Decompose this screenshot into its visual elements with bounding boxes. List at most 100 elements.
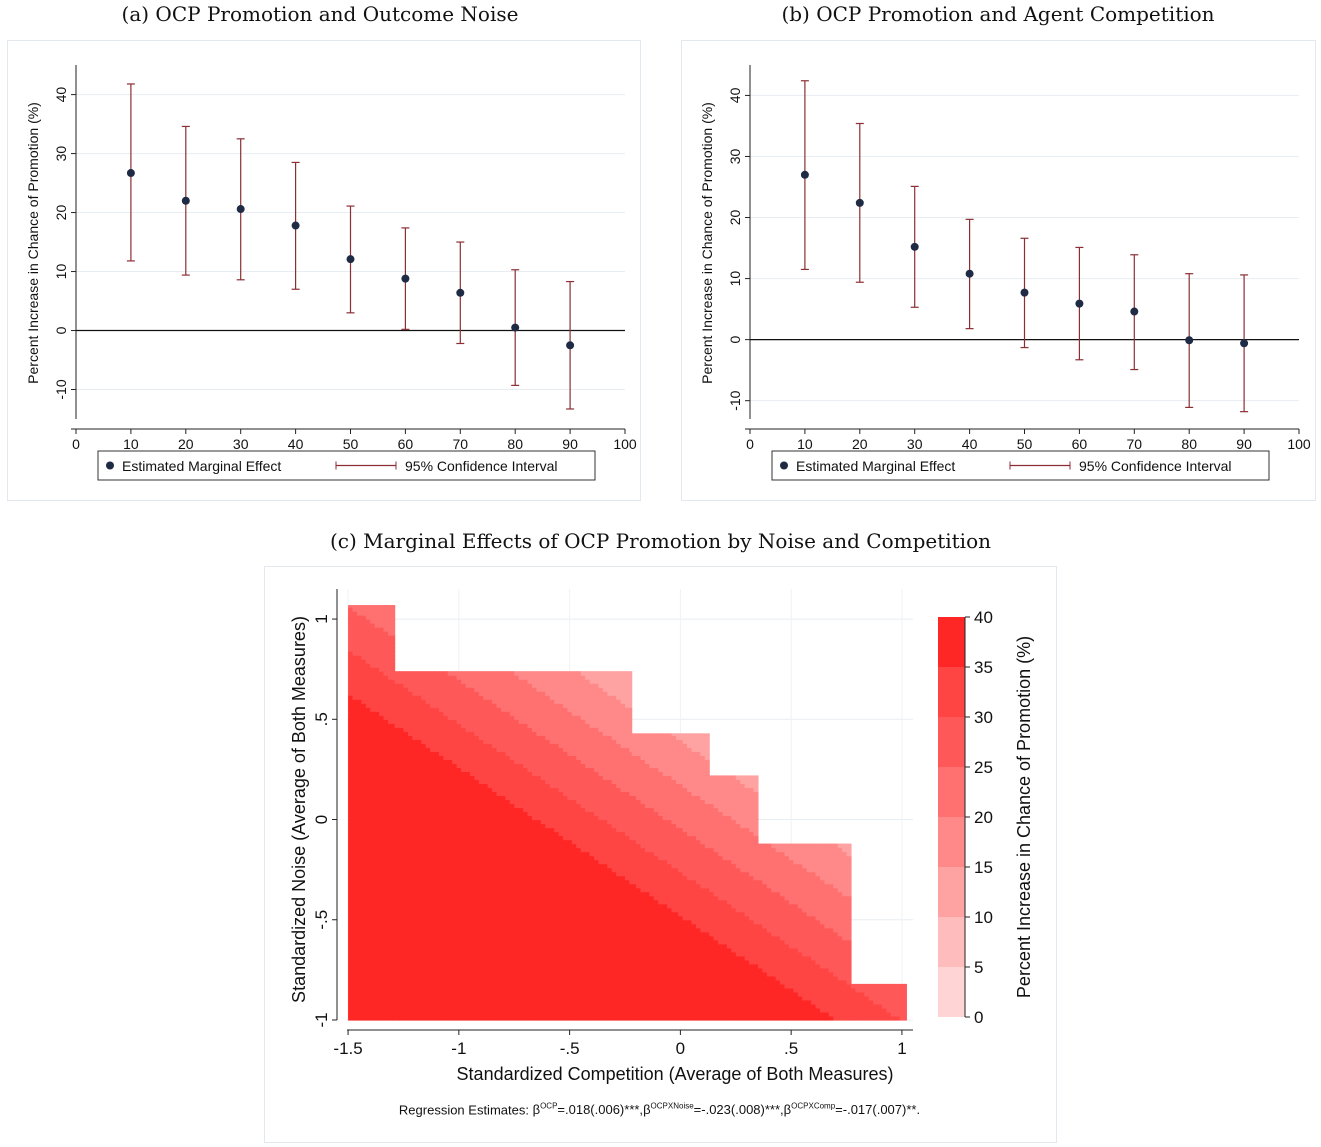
heatmap-cell (563, 695, 568, 700)
heatmap-cell (510, 880, 515, 885)
heatmap-cell (370, 892, 375, 897)
heatmap-cell (434, 896, 439, 901)
heatmap-cell (417, 787, 422, 792)
heatmap-cell (439, 980, 444, 985)
heatmap-cell (576, 912, 581, 917)
heatmap-cell (348, 836, 353, 841)
heatmap-cell (417, 727, 422, 732)
heatmap-cell (412, 988, 417, 993)
heatmap-cell (550, 844, 555, 849)
heatmap-cell (426, 880, 431, 885)
heatmap-cell (528, 799, 533, 804)
heatmap-cell (505, 787, 510, 792)
heatmap-cell (514, 751, 519, 756)
heatmap-cell (492, 992, 497, 997)
heatmap-cell (421, 1016, 426, 1021)
heatmap-cell (348, 880, 353, 885)
heatmap-cell (388, 651, 393, 656)
heatmap-cell (457, 996, 462, 1001)
heatmap-cell (541, 832, 546, 837)
heatmap-cell (370, 747, 375, 752)
heatmap-cell (388, 948, 393, 953)
heatmap-cell (361, 623, 366, 628)
heatmap-cell (375, 771, 380, 776)
heatmap-cell (554, 1008, 559, 1013)
heatmap-cell (421, 880, 426, 885)
heatmap-cell (384, 892, 389, 897)
heatmap-cell (408, 892, 413, 897)
heatmap-cell (550, 988, 555, 993)
heatmap-cell (443, 944, 448, 949)
heatmap-cell (545, 1000, 550, 1005)
heatmap-cell (550, 1004, 555, 1009)
heatmap-cell (523, 1012, 528, 1017)
heatmap-cell (379, 687, 384, 692)
heatmap-cell (399, 976, 404, 981)
heatmap-cell (366, 856, 371, 861)
heatmap-cell (492, 900, 497, 905)
heatmap-cell (465, 868, 470, 873)
heatmap-cell (554, 916, 559, 921)
heatmap-cell (550, 807, 555, 812)
heatmap-cell (361, 904, 366, 909)
heatmap-cell (452, 848, 457, 853)
heatmap-cell (388, 996, 393, 1001)
heatmap-cell (361, 667, 366, 672)
heatmap-cell (439, 751, 444, 756)
heatmap-cell (505, 888, 510, 893)
heatmap-cell (567, 803, 572, 808)
chart-b-x-tick-label: 80 (1181, 436, 1197, 452)
heatmap-cell (497, 695, 502, 700)
heatmap-cell (523, 683, 528, 688)
heatmap-cell (461, 960, 466, 965)
heatmap-cell (370, 988, 375, 993)
heatmap-cell (384, 984, 389, 989)
heatmap-cell (541, 679, 546, 684)
heatmap-cell (567, 856, 572, 861)
heatmap-cell (439, 880, 444, 885)
heatmap-cell (479, 864, 484, 869)
heatmap-cell (470, 687, 475, 692)
heatmap-cell (528, 683, 533, 688)
heatmap-cell (523, 984, 528, 989)
heatmap-cell (474, 924, 479, 929)
heatmap-cell (434, 828, 439, 833)
heatmap-cell (572, 984, 577, 989)
heatmap-cell (395, 691, 400, 696)
chart-c-caption: (c) Marginal Effects of OCP Promotion by… (0, 529, 1321, 553)
heatmap-cell (379, 723, 384, 728)
heatmap-cell (421, 976, 426, 981)
heatmap-cell (545, 683, 550, 688)
heatmap-cell (353, 615, 358, 620)
heatmap-cell (357, 679, 362, 684)
heatmap-cell (461, 840, 466, 845)
heatmap-cell (519, 996, 524, 1001)
heatmap-cell (541, 775, 546, 780)
heatmap-cell (501, 896, 506, 901)
heatmap-cell (366, 904, 371, 909)
heatmap-cell (550, 719, 555, 724)
heatmap-cell (497, 723, 502, 728)
heatmap-cell (457, 836, 462, 841)
heatmap-cell (388, 928, 393, 933)
heatmap-cell (417, 884, 422, 889)
heatmap-cell (572, 755, 577, 760)
heatmap-cell (563, 828, 568, 833)
heatmap-cell (532, 687, 537, 692)
heatmap-cell (388, 715, 393, 720)
heatmap-cell (497, 1004, 502, 1009)
heatmap-cell (545, 848, 550, 853)
heatmap-cell (448, 988, 453, 993)
heatmap-cell (510, 779, 515, 784)
heatmap-cell (366, 735, 371, 740)
heatmap-cell (505, 743, 510, 748)
heatmap-cell (421, 1004, 426, 1009)
heatmap-cell (361, 719, 366, 724)
heatmap-cell (461, 1004, 466, 1009)
heatmap-cell (497, 783, 502, 788)
heatmap-cell (408, 751, 413, 756)
heatmap-cell (403, 727, 408, 732)
heatmap-cell (514, 743, 519, 748)
heatmap-cell (408, 956, 413, 961)
heatmap-cell (443, 852, 448, 857)
